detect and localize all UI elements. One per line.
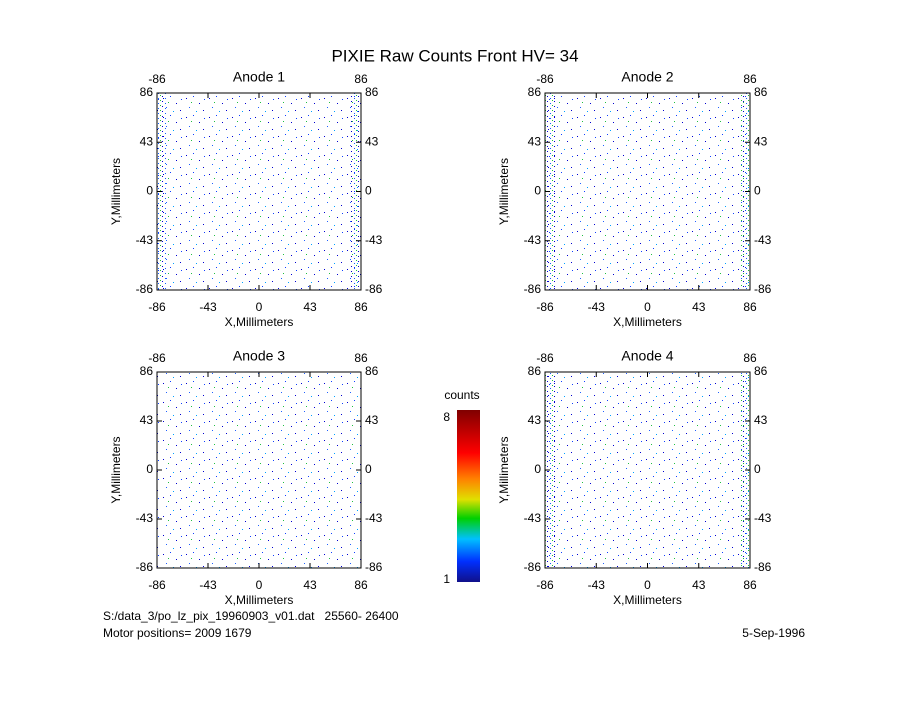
page-title: PIXIE Raw Counts Front HV= 34 (331, 46, 578, 65)
panel-title: Anode 3 (233, 348, 285, 364)
heat-field (545, 93, 750, 290)
top-tick-label: -86 (148, 72, 166, 86)
heat-field (157, 372, 361, 568)
y-tick-label: 43 (140, 134, 154, 148)
top-tick-label: -86 (536, 72, 554, 86)
x-tick-label: 86 (743, 300, 757, 314)
y-axis-label: Y,Millimeters (497, 436, 511, 503)
y-tick-label: -86 (524, 282, 542, 296)
y2-tick-label: 86 (754, 85, 768, 99)
x-tick-label: -86 (148, 300, 166, 314)
x-tick-label: 43 (692, 300, 706, 314)
top-tick-label: 86 (743, 72, 757, 86)
top-tick-label: 86 (354, 72, 368, 86)
x-axis-label: X,Millimeters (225, 315, 294, 329)
panel-title: Anode 1 (233, 69, 285, 85)
x-tick-label: -86 (148, 578, 166, 592)
x-tick-label: 43 (303, 300, 317, 314)
footer-date: 5-Sep-1996 (742, 626, 805, 640)
y2-tick-label: -86 (365, 560, 383, 574)
x-tick-label: 0 (256, 578, 263, 592)
y2-tick-label: 86 (365, 85, 379, 99)
y2-tick-label: -43 (365, 511, 383, 525)
y-tick-label: -43 (136, 233, 154, 247)
y2-tick-label: 0 (365, 462, 372, 476)
y-tick-label: -86 (136, 282, 154, 296)
x-tick-label: 86 (354, 578, 368, 592)
x-axis-label: X,Millimeters (225, 593, 294, 607)
y-axis-label: Y,Millimeters (109, 158, 123, 225)
y2-tick-label: 43 (754, 134, 768, 148)
x-tick-label: 0 (256, 300, 263, 314)
top-tick-label: -86 (148, 351, 166, 365)
y2-tick-label: -43 (754, 233, 772, 247)
footer-motor: Motor positions= 2009 1679 (103, 626, 252, 640)
top-tick-label: 86 (743, 351, 757, 365)
y-tick-label: 86 (528, 364, 542, 378)
y-tick-label: -86 (524, 560, 542, 574)
y-tick-label: 86 (528, 85, 542, 99)
y2-tick-label: -86 (754, 282, 772, 296)
top-tick-label: -86 (536, 351, 554, 365)
x-tick-label: 43 (303, 578, 317, 592)
y2-tick-label: -43 (754, 511, 772, 525)
colorbar-tick-label: 8 (443, 410, 450, 424)
y2-tick-label: 43 (754, 413, 768, 427)
y-tick-label: 0 (146, 462, 153, 476)
y2-tick-label: -86 (365, 282, 383, 296)
y-tick-label: 43 (528, 413, 542, 427)
y2-tick-label: -86 (754, 560, 772, 574)
y-tick-label: 0 (146, 184, 153, 198)
top-tick-label: 86 (354, 351, 368, 365)
y-tick-label: 0 (534, 462, 541, 476)
y2-tick-label: 0 (754, 184, 761, 198)
x-tick-label: 0 (644, 578, 651, 592)
y2-tick-label: 0 (754, 462, 761, 476)
y2-tick-label: 86 (754, 364, 768, 378)
y-tick-label: -43 (524, 511, 542, 525)
y-tick-label: 86 (140, 364, 154, 378)
y-tick-label: 0 (534, 184, 541, 198)
x-tick-label: 86 (354, 300, 368, 314)
heat-field (157, 93, 361, 290)
y-tick-label: -86 (136, 560, 154, 574)
x-tick-label: -43 (199, 300, 217, 314)
x-axis-label: X,Millimeters (613, 315, 682, 329)
x-axis-label: X,Millimeters (613, 593, 682, 607)
y-tick-label: -43 (524, 233, 542, 247)
x-tick-label: -43 (588, 578, 606, 592)
y-axis-label: Y,Millimeters (497, 158, 511, 225)
y-tick-label: 43 (140, 413, 154, 427)
panel-title: Anode 4 (621, 348, 673, 364)
y2-tick-label: 86 (365, 364, 379, 378)
x-tick-label: 86 (743, 578, 757, 592)
footer-file: S:/data_3/po_lz_pix_19960903_v01.dat 255… (103, 609, 399, 623)
x-tick-label: 0 (644, 300, 651, 314)
y-tick-label: 86 (140, 85, 154, 99)
x-tick-label: -86 (536, 300, 554, 314)
x-tick-label: 43 (692, 578, 706, 592)
panel-title: Anode 2 (621, 69, 673, 85)
colorbar-label: counts (444, 388, 479, 402)
x-tick-label: -86 (536, 578, 554, 592)
y-tick-label: 43 (528, 134, 542, 148)
heat-field (545, 372, 750, 568)
y2-tick-label: 0 (365, 184, 372, 198)
colorbar-tick-label: 1 (443, 572, 450, 586)
y2-tick-label: 43 (365, 134, 379, 148)
y-tick-label: -43 (136, 511, 154, 525)
x-tick-label: -43 (588, 300, 606, 314)
y2-tick-label: 43 (365, 413, 379, 427)
y2-tick-label: -43 (365, 233, 383, 247)
x-tick-label: -43 (199, 578, 217, 592)
colorbar (457, 410, 480, 582)
y-axis-label: Y,Millimeters (109, 436, 123, 503)
